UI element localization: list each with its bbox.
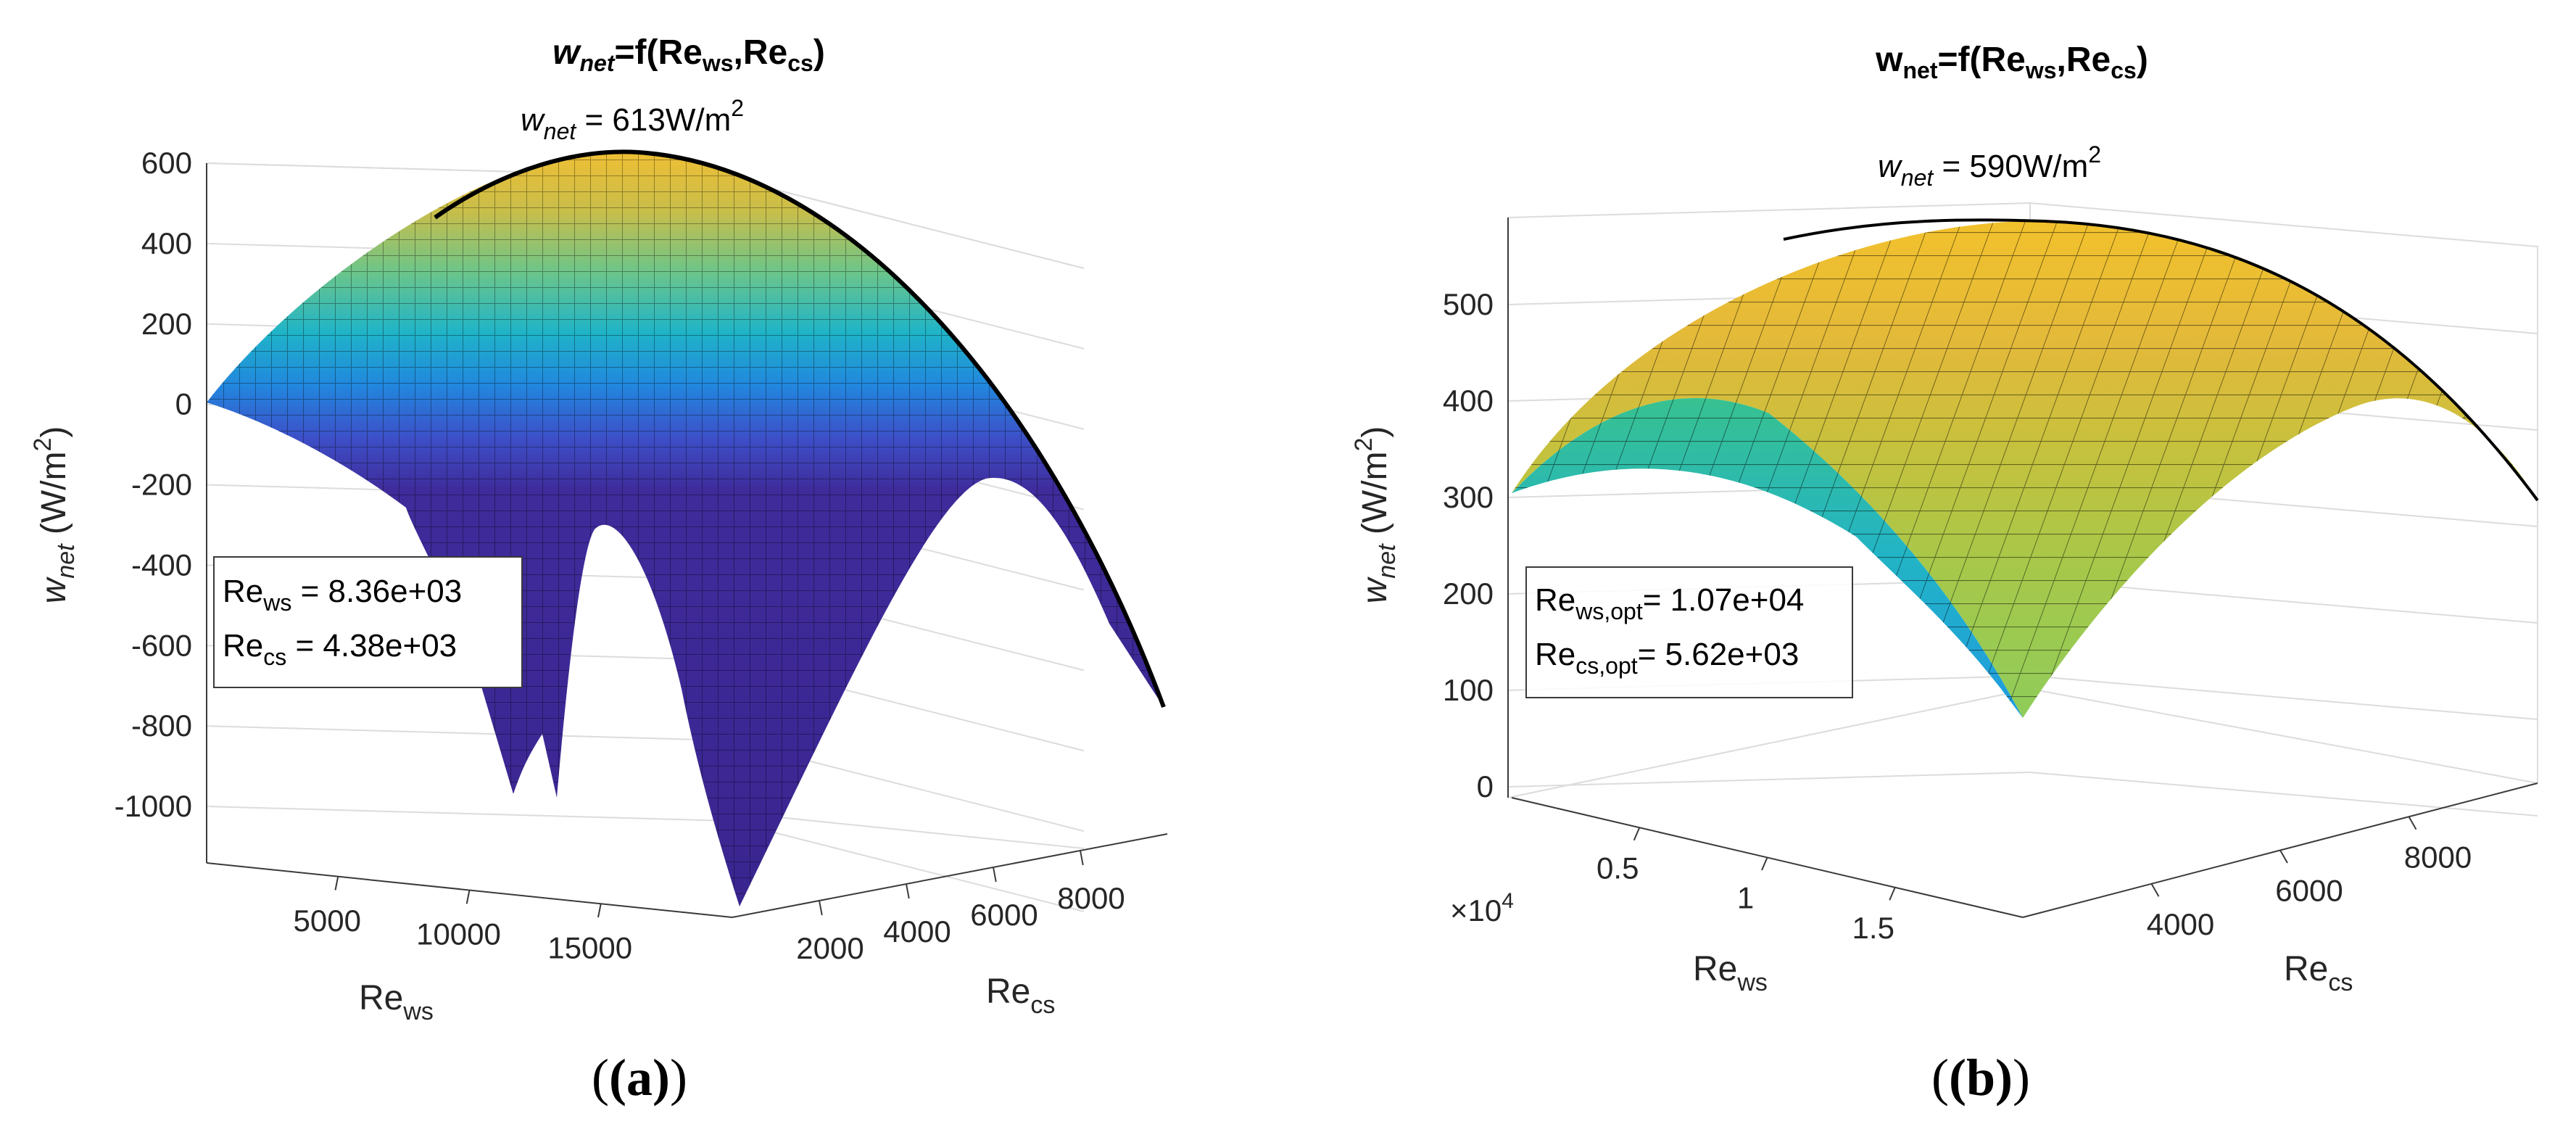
chart-b-z-gridline-5 bbox=[1507, 772, 2031, 788]
chart-b-y-tick-1: 6000 bbox=[2275, 874, 2343, 908]
chart-a-z-tick-5: -400 bbox=[131, 547, 192, 582]
chart-b-y-label: Recs bbox=[2284, 950, 2353, 996]
chart-a-z-tick-2: 200 bbox=[141, 307, 192, 341]
chart-a-x-ticks: 5000 10000 15000 bbox=[294, 876, 632, 964]
chart-a-z-tick-1: 400 bbox=[141, 226, 192, 260]
chart-b-x-tickmark-1 bbox=[1761, 857, 1768, 871]
chart-b-z-tick-3: 200 bbox=[1443, 577, 1494, 611]
chart-b-datatip-box bbox=[1525, 566, 1853, 698]
chart-a-y-tick-2: 6000 bbox=[970, 898, 1038, 932]
chart-a-z-gridline-8 bbox=[206, 806, 729, 822]
chart-a-x-tickmark-1 bbox=[465, 890, 471, 904]
chart-a-x-tick-0: 5000 bbox=[294, 904, 361, 938]
chart-b-x-tickmark-2 bbox=[1889, 887, 1896, 901]
chart-a-x-tickmark-2 bbox=[597, 904, 602, 918]
chart-b-z-tick-2: 300 bbox=[1443, 480, 1494, 514]
chart-b-x-tickmark-0 bbox=[1633, 827, 1641, 841]
chart-a-datatip: Rews = 8.36e+03 Recs = 4.38e+03 bbox=[213, 556, 523, 688]
chart-b-datatip-row-2: Recs,opt= 5.62e+03 bbox=[1535, 637, 1799, 679]
chart-b-z-gridline-side-5 bbox=[2029, 772, 2538, 817]
chart-a-z-tick-7: -800 bbox=[131, 708, 192, 743]
chart-b-datatip: Rews,opt= 1.07e+04 Recs,opt= 5.62e+03 bbox=[1525, 566, 1853, 698]
chart-a-surface bbox=[207, 149, 1166, 906]
chart-a-z-ticks: 600 400 200 0 -200 -400 -600 -800 -1000 bbox=[115, 146, 192, 823]
chart-b-x-tick-2: 1.5 bbox=[1852, 911, 1894, 945]
chart-b-z-ticks: 500 400 300 200 100 0 bbox=[1443, 287, 1494, 803]
chart-b-z-tick-1: 400 bbox=[1443, 384, 1494, 418]
chart-a-datatip-row-2: Recs = 4.38e+03 bbox=[223, 628, 457, 670]
chart-b-x-label: Rews bbox=[1693, 950, 1768, 996]
chart-b: 500 400 300 200 100 0 0.5 1 1.5 4000 6000 8000 ×1… bbox=[1350, 41, 2539, 1107]
chart-b-z-tick-0: 500 bbox=[1443, 287, 1494, 321]
chart-a-x-tick-1: 10000 bbox=[416, 917, 501, 951]
chart-b-surface-edge bbox=[1783, 218, 2539, 502]
chart-a-z-gridline-side-0 bbox=[728, 177, 1085, 269]
chart-a-y-label: Recs bbox=[986, 972, 1055, 1019]
chart-b-x-multiplier: ×104 bbox=[1450, 889, 1514, 927]
chart-b-y-ticks: 4000 6000 8000 bbox=[2147, 816, 2472, 941]
chart-b-y-tick-0: 4000 bbox=[2147, 907, 2214, 941]
chart-b-z-gridline-side-4 bbox=[2029, 675, 2538, 720]
chart-b-x-tick-1: 1 bbox=[1737, 881, 1754, 915]
chart-a-z-tick-4: -200 bbox=[131, 468, 192, 502]
chart-a-z-tick-6: -600 bbox=[131, 628, 192, 662]
chart-a-datatip-box bbox=[213, 556, 523, 688]
chart-b-surface-back-mesh bbox=[1512, 220, 2538, 718]
chart-b-surface bbox=[1512, 218, 2539, 718]
chart-b-y-tickmark-0 bbox=[2150, 883, 2160, 897]
chart-a-z-tick-0: 600 bbox=[141, 146, 192, 180]
chart-a-surface-edge bbox=[434, 149, 1166, 708]
chart-a-datatip-row-1: Rews = 8.36e+03 bbox=[223, 574, 462, 616]
chart-b-y-tickmark-2 bbox=[2408, 816, 2417, 830]
chart-a-z-gridline-7 bbox=[206, 725, 729, 742]
chart-b-x-tick-0: 0.5 bbox=[1596, 851, 1639, 885]
chart-a-y-tickmark-1 bbox=[906, 883, 910, 899]
chart-a-y-tickmark-3 bbox=[1080, 850, 1084, 866]
chart-b-z-tick-4: 100 bbox=[1443, 673, 1494, 707]
chart-a-title: wnet=f(Rews,Recs) bbox=[552, 33, 825, 76]
chart-b-y-tick-2: 8000 bbox=[2404, 840, 2472, 874]
chart-b-title: wnet=f(Rews,Recs) bbox=[1875, 41, 2148, 83]
chart-b-z-tick-5: 0 bbox=[1477, 769, 1494, 803]
chart-a-y-tick-3: 8000 bbox=[1057, 881, 1125, 915]
chart-b-x-ticks: 0.5 1 1.5 bbox=[1596, 827, 1896, 945]
chart-a-z-tick-3: 0 bbox=[175, 387, 192, 421]
chart-a-z-label: wnet (W/m2) bbox=[29, 426, 80, 604]
chart-a-y-tick-1: 4000 bbox=[883, 914, 951, 949]
chart-a-panel-label: ((a)) bbox=[592, 1049, 687, 1107]
chart-a-x-label: Rews bbox=[359, 979, 434, 1025]
chart-a-surface-mesh bbox=[207, 151, 1164, 906]
chart-b-surface-front-mesh bbox=[1512, 397, 2023, 718]
chart-a-x-tickmark-0 bbox=[334, 876, 339, 890]
chart-a-y-axis bbox=[732, 833, 1168, 918]
chart-b-datatip-row-1: Rews,opt= 1.07e+04 bbox=[1535, 582, 1804, 624]
chart-a-z-tick-8: -1000 bbox=[115, 789, 192, 823]
chart-a-z-gridline-side-8 bbox=[728, 820, 1085, 912]
chart-a-y-tickmark-2 bbox=[993, 867, 997, 883]
chart-b-z-label: wnet (W/m2) bbox=[1350, 426, 1401, 604]
chart-b-panel-label: ((b)) bbox=[1931, 1049, 2030, 1107]
chart-a-x-tick-2: 15000 bbox=[547, 930, 632, 964]
chart-a-y-tickmark-0 bbox=[819, 900, 823, 916]
chart-b-y-tickmark-1 bbox=[2279, 850, 2288, 864]
chart-a-peak-annotation: wnet = 613W/m2 bbox=[521, 95, 744, 144]
chart-a-y-tick-0: 2000 bbox=[796, 931, 864, 965]
chart-a-y-ticks: 2000 4000 6000 8000 bbox=[796, 850, 1125, 965]
chart-b-peak-annotation: wnet = 590W/m2 bbox=[1878, 141, 2101, 191]
